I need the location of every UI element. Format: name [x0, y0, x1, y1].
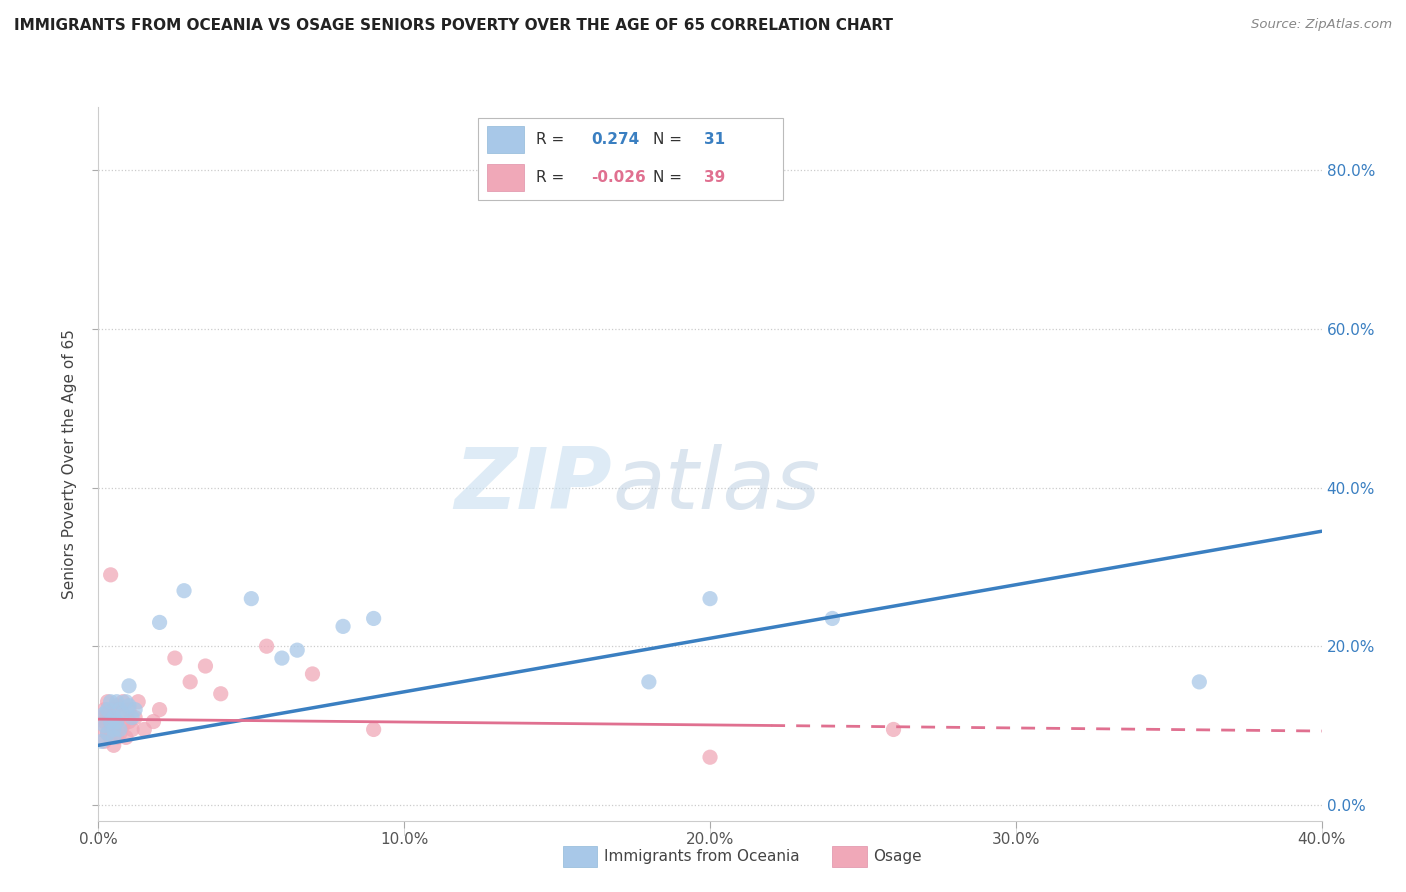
- Point: [100, 714, 122, 729]
- Point: [118, 703, 141, 717]
- Point: [121, 710, 143, 724]
- Text: atlas: atlas: [612, 443, 820, 527]
- Text: Immigrants from Oceania: Immigrants from Oceania: [603, 849, 799, 863]
- Point: [134, 723, 156, 737]
- Point: [118, 679, 141, 693]
- Point: [103, 723, 125, 737]
- Point: [108, 723, 131, 737]
- FancyBboxPatch shape: [564, 846, 598, 867]
- Point: [105, 698, 128, 713]
- Point: [103, 723, 125, 737]
- Point: [97, 706, 120, 721]
- Point: [142, 714, 165, 729]
- Point: [93, 706, 115, 721]
- Point: [103, 739, 125, 753]
- Point: [883, 723, 905, 737]
- Point: [124, 703, 146, 717]
- FancyBboxPatch shape: [478, 118, 783, 200]
- Point: [256, 639, 278, 653]
- Point: [149, 703, 172, 717]
- Point: [90, 710, 112, 724]
- Point: [637, 674, 661, 689]
- Point: [821, 611, 844, 625]
- Point: [332, 619, 354, 633]
- Point: [111, 695, 134, 709]
- Text: R =: R =: [536, 132, 565, 147]
- Point: [97, 695, 120, 709]
- Point: [194, 659, 217, 673]
- FancyBboxPatch shape: [488, 127, 524, 153]
- Text: 31: 31: [704, 132, 725, 147]
- Point: [163, 651, 186, 665]
- Text: 39: 39: [704, 170, 725, 186]
- Text: N =: N =: [652, 170, 682, 186]
- Text: IMMIGRANTS FROM OCEANIA VS OSAGE SENIORS POVERTY OVER THE AGE OF 65 CORRELATION : IMMIGRANTS FROM OCEANIA VS OSAGE SENIORS…: [14, 18, 893, 33]
- Point: [105, 714, 128, 729]
- Point: [179, 674, 201, 689]
- Point: [699, 750, 721, 764]
- Point: [103, 703, 125, 717]
- Point: [111, 718, 134, 732]
- Point: [363, 611, 385, 625]
- Point: [100, 567, 122, 582]
- Point: [209, 687, 232, 701]
- Point: [93, 714, 115, 729]
- Point: [105, 695, 128, 709]
- Point: [90, 734, 112, 748]
- Point: [108, 703, 131, 717]
- Point: [124, 710, 146, 724]
- Point: [97, 703, 120, 717]
- Text: Osage: Osage: [873, 849, 921, 863]
- Point: [118, 698, 141, 713]
- Point: [108, 706, 131, 721]
- Point: [240, 591, 263, 606]
- Point: [115, 731, 138, 745]
- Point: [118, 714, 141, 729]
- Point: [90, 723, 112, 737]
- Point: [1188, 674, 1211, 689]
- Text: R =: R =: [536, 170, 565, 186]
- Text: ZIP: ZIP: [454, 443, 612, 527]
- Point: [93, 718, 115, 732]
- Point: [699, 591, 721, 606]
- FancyBboxPatch shape: [488, 164, 524, 191]
- Point: [108, 726, 131, 740]
- Point: [103, 731, 125, 745]
- Point: [111, 706, 134, 721]
- Y-axis label: Seniors Poverty Over the Age of 65: Seniors Poverty Over the Age of 65: [62, 329, 77, 599]
- Point: [93, 734, 115, 748]
- Point: [100, 731, 122, 745]
- Point: [363, 723, 385, 737]
- Point: [115, 695, 138, 709]
- Point: [285, 643, 308, 657]
- Point: [149, 615, 172, 630]
- Point: [173, 583, 195, 598]
- Point: [270, 651, 292, 665]
- Text: N =: N =: [652, 132, 682, 147]
- Point: [100, 695, 122, 709]
- Point: [103, 710, 125, 724]
- Point: [97, 726, 120, 740]
- Text: Source: ZipAtlas.com: Source: ZipAtlas.com: [1251, 18, 1392, 31]
- Point: [301, 667, 323, 681]
- Point: [105, 731, 128, 745]
- Point: [127, 695, 149, 709]
- Point: [97, 726, 120, 740]
- Point: [100, 718, 122, 732]
- Point: [121, 723, 143, 737]
- Point: [93, 703, 115, 717]
- Text: -0.026: -0.026: [592, 170, 647, 186]
- FancyBboxPatch shape: [832, 846, 866, 867]
- Point: [105, 714, 128, 729]
- Text: 0.274: 0.274: [592, 132, 640, 147]
